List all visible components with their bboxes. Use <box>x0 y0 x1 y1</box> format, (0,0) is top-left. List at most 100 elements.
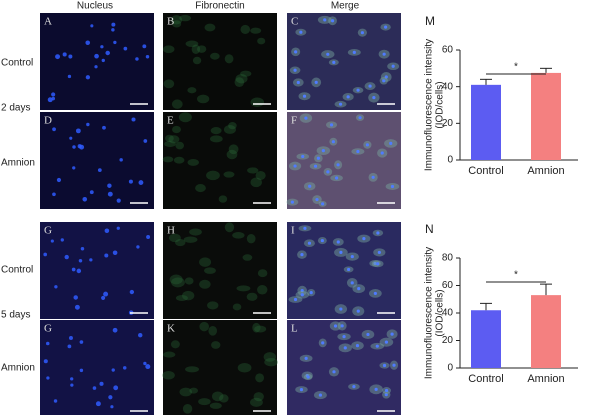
merge-nucleus <box>339 250 343 255</box>
micrograph <box>163 320 277 415</box>
y-tick-label: 40 <box>442 308 454 319</box>
fibronectin-cell <box>185 366 200 373</box>
fibronectin-cell <box>255 170 266 180</box>
nucleus-dot <box>113 385 119 391</box>
fibronectin-cell <box>163 351 176 358</box>
nucleus-dot <box>43 359 48 364</box>
fibronectin-cell <box>246 292 258 301</box>
nucleus-dot <box>55 54 61 60</box>
y-axis-label: (IOD/cells) <box>435 81 446 128</box>
nucleus-dot <box>75 128 81 134</box>
panel-letter: L <box>291 323 298 335</box>
panel-letter: M <box>425 14 435 28</box>
nucleus-dot <box>143 361 147 366</box>
nucleus-dot <box>76 268 82 274</box>
fibronectin-cell <box>219 394 229 403</box>
y-tick-label: 80 <box>442 253 454 264</box>
nucleus-dot <box>145 364 151 370</box>
x-tick-label: Control <box>468 165 503 177</box>
fibronectin-cell <box>182 404 193 414</box>
merge-nucleus <box>365 143 369 147</box>
merge-nucleus <box>326 52 330 56</box>
merge-nucleus <box>293 68 297 72</box>
fibronectin-cell <box>211 341 221 349</box>
merge-nucleus <box>320 238 324 243</box>
fibronectin-cell <box>252 322 261 333</box>
panel-letter: F <box>291 115 297 127</box>
merge-nucleus <box>356 309 360 313</box>
nucleus-dot <box>78 259 83 263</box>
nucleus-dot <box>90 24 94 28</box>
fibronectin-cell <box>187 158 199 166</box>
y-axis-label: Immunofluorescence intensity <box>424 39 435 171</box>
merge-nucleus <box>307 241 312 245</box>
nucleus-dot <box>111 22 116 27</box>
fibronectin-cell <box>207 301 219 310</box>
merge-nucleus <box>326 170 330 174</box>
fibronectin-cell <box>211 391 224 402</box>
nucleus-dot <box>70 377 74 381</box>
merge-nucleus <box>356 88 360 92</box>
merge-nucleus <box>375 344 379 348</box>
nucleus-dot <box>112 327 118 333</box>
fibronectin-cell <box>228 144 239 155</box>
panel-letter: D <box>44 115 52 127</box>
nucleus-dot <box>56 177 62 183</box>
merge-nucleus <box>299 30 303 34</box>
panel-letter: A <box>44 16 52 28</box>
fibronectin-cell <box>240 70 252 77</box>
micrograph <box>163 222 277 319</box>
merge-nucleus <box>362 237 366 241</box>
fibronectin-cell <box>178 112 192 123</box>
nucleus-dot <box>110 405 114 409</box>
fibronectin-cell <box>208 326 218 336</box>
fibronectin-cell <box>237 363 252 373</box>
fibronectin-cell <box>182 290 195 301</box>
merge-nucleus <box>342 335 346 339</box>
merge-nucleus <box>300 253 304 257</box>
merge-nucleus <box>309 291 313 295</box>
fibronectin-cell <box>257 284 268 295</box>
nucleus-dot <box>99 381 104 386</box>
merge-nucleus <box>391 64 395 68</box>
merge-nucleus <box>347 267 351 272</box>
fibronectin-cell <box>253 392 264 402</box>
y-tick-label: 0 <box>447 363 453 374</box>
micrograph <box>287 222 401 319</box>
merge-nucleus <box>390 184 395 189</box>
column-header: Fibronectin <box>195 1 244 12</box>
y-tick-label: 60 <box>442 45 454 56</box>
merge-nucleus <box>382 52 386 56</box>
fibronectin-cell <box>224 222 235 233</box>
nucleus-dot <box>107 183 112 188</box>
merge-nucleus <box>384 25 388 29</box>
fibronectin-cell <box>191 44 201 55</box>
fibronectin-cell <box>171 99 183 109</box>
fibronectin-cell <box>170 15 183 25</box>
fibronectin-cell <box>204 23 216 32</box>
merge-nucleus <box>373 261 377 266</box>
nucleus-dot <box>129 289 135 295</box>
fibronectin-cell <box>235 73 248 84</box>
nucleus-dot <box>105 50 110 56</box>
nucleus-dot <box>104 253 109 258</box>
merge-nucleus <box>374 387 378 391</box>
nucleus-dot <box>111 368 115 372</box>
nucleus-dot <box>123 46 128 51</box>
merge-nucleus <box>356 149 360 154</box>
merge-nucleus <box>384 393 388 397</box>
nucleus-dot <box>97 168 102 172</box>
fibronectin-cell <box>179 14 191 22</box>
fibronectin-cell <box>162 370 175 380</box>
nucleus-dot <box>107 191 113 197</box>
nucleus-dot <box>69 136 73 140</box>
fibronectin-cell <box>162 156 174 163</box>
merge-nucleus <box>389 141 393 146</box>
merge-nucleus <box>371 175 375 179</box>
nucleus-dot <box>80 247 85 251</box>
fibronectin-cell <box>236 285 251 292</box>
merge-nucleus <box>350 254 354 259</box>
fibronectin-cell <box>187 87 197 94</box>
fibronectin-cell <box>246 233 256 244</box>
nucleus-dot <box>123 366 127 370</box>
